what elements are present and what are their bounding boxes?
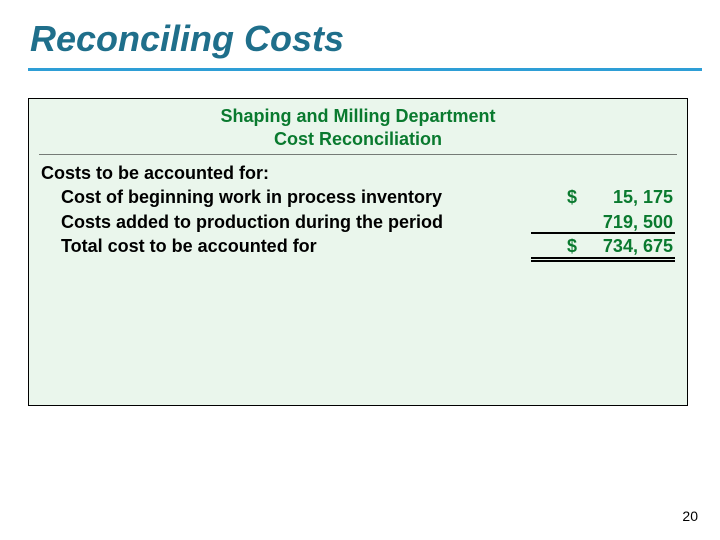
- cost-row-amount-cell: $734, 675: [529, 234, 677, 258]
- title-underline: [28, 68, 702, 71]
- cost-row-amount-cell: 719, 500: [529, 210, 677, 234]
- cost-row: Cost of beginning work in process invent…: [39, 185, 677, 209]
- cost-row-label: Costs added to production during the per…: [61, 210, 529, 234]
- cost-row-label: Total cost to be accounted for: [61, 234, 529, 258]
- cost-row-amount: 15, 175: [583, 185, 673, 209]
- cost-row: Costs added to production during the per…: [39, 210, 677, 234]
- section-label: Costs to be accounted for:: [39, 161, 677, 185]
- section-label-text: Costs to be accounted for:: [41, 161, 677, 185]
- cost-row-amount: 734, 675: [583, 234, 673, 258]
- reconciliation-panel: Shaping and Milling Department Cost Reco…: [28, 98, 688, 406]
- page-number: 20: [682, 508, 698, 524]
- cost-row: Total cost to be accounted for$734, 675: [39, 234, 677, 258]
- panel-heading-line2: Cost Reconciliation: [39, 128, 677, 151]
- rows-container: Cost of beginning work in process invent…: [39, 185, 677, 258]
- currency-symbol: $: [567, 185, 583, 209]
- cost-row-amount: 719, 500: [583, 210, 673, 234]
- panel-divider: [39, 154, 677, 155]
- currency-symbol: $: [567, 234, 583, 258]
- panel-heading-line1: Shaping and Milling Department: [39, 105, 677, 128]
- cost-row-label: Cost of beginning work in process invent…: [61, 185, 529, 209]
- slide-title: Reconciling Costs: [30, 18, 344, 60]
- cost-row-amount-cell: $15, 175: [529, 185, 677, 209]
